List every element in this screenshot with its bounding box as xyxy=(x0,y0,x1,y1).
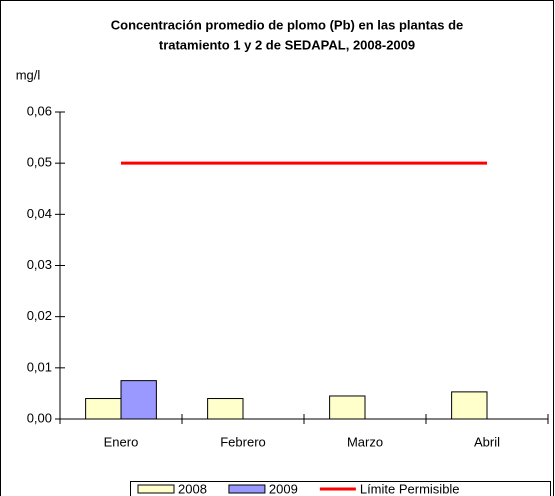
y-tick-label: 0,06 xyxy=(27,103,52,118)
y-tick-label: 0,03 xyxy=(27,257,52,272)
chart-title: Concentración promedio de plomo (Pb) en … xyxy=(111,17,464,32)
legend-label: 2008 xyxy=(178,481,207,496)
y-axis-label: mg/l xyxy=(16,67,41,82)
y-tick-label: 0,01 xyxy=(27,359,52,374)
y-tick-label: 0,05 xyxy=(27,155,52,170)
x-tick-label: Enero xyxy=(104,434,139,449)
bar xyxy=(207,398,244,420)
bar xyxy=(85,398,122,420)
x-tick-label: Febrero xyxy=(220,434,266,449)
chart-title: tratamiento 1 y 2 de SEDAPAL, 2008-2009 xyxy=(159,37,415,52)
x-tick-label: Marzo xyxy=(347,434,383,449)
legend-label: Límite Permisible xyxy=(360,481,460,496)
legend-label: 2009 xyxy=(269,481,298,496)
legend-swatch xyxy=(137,484,175,494)
legend-swatch xyxy=(228,484,266,494)
y-tick-label: 0,04 xyxy=(27,206,52,221)
y-tick-label: 0,02 xyxy=(27,308,52,323)
bar xyxy=(120,380,157,420)
bar xyxy=(329,395,366,420)
bar xyxy=(451,391,488,420)
y-tick-label: 0,00 xyxy=(27,410,52,425)
x-tick-label: Abril xyxy=(474,434,500,449)
